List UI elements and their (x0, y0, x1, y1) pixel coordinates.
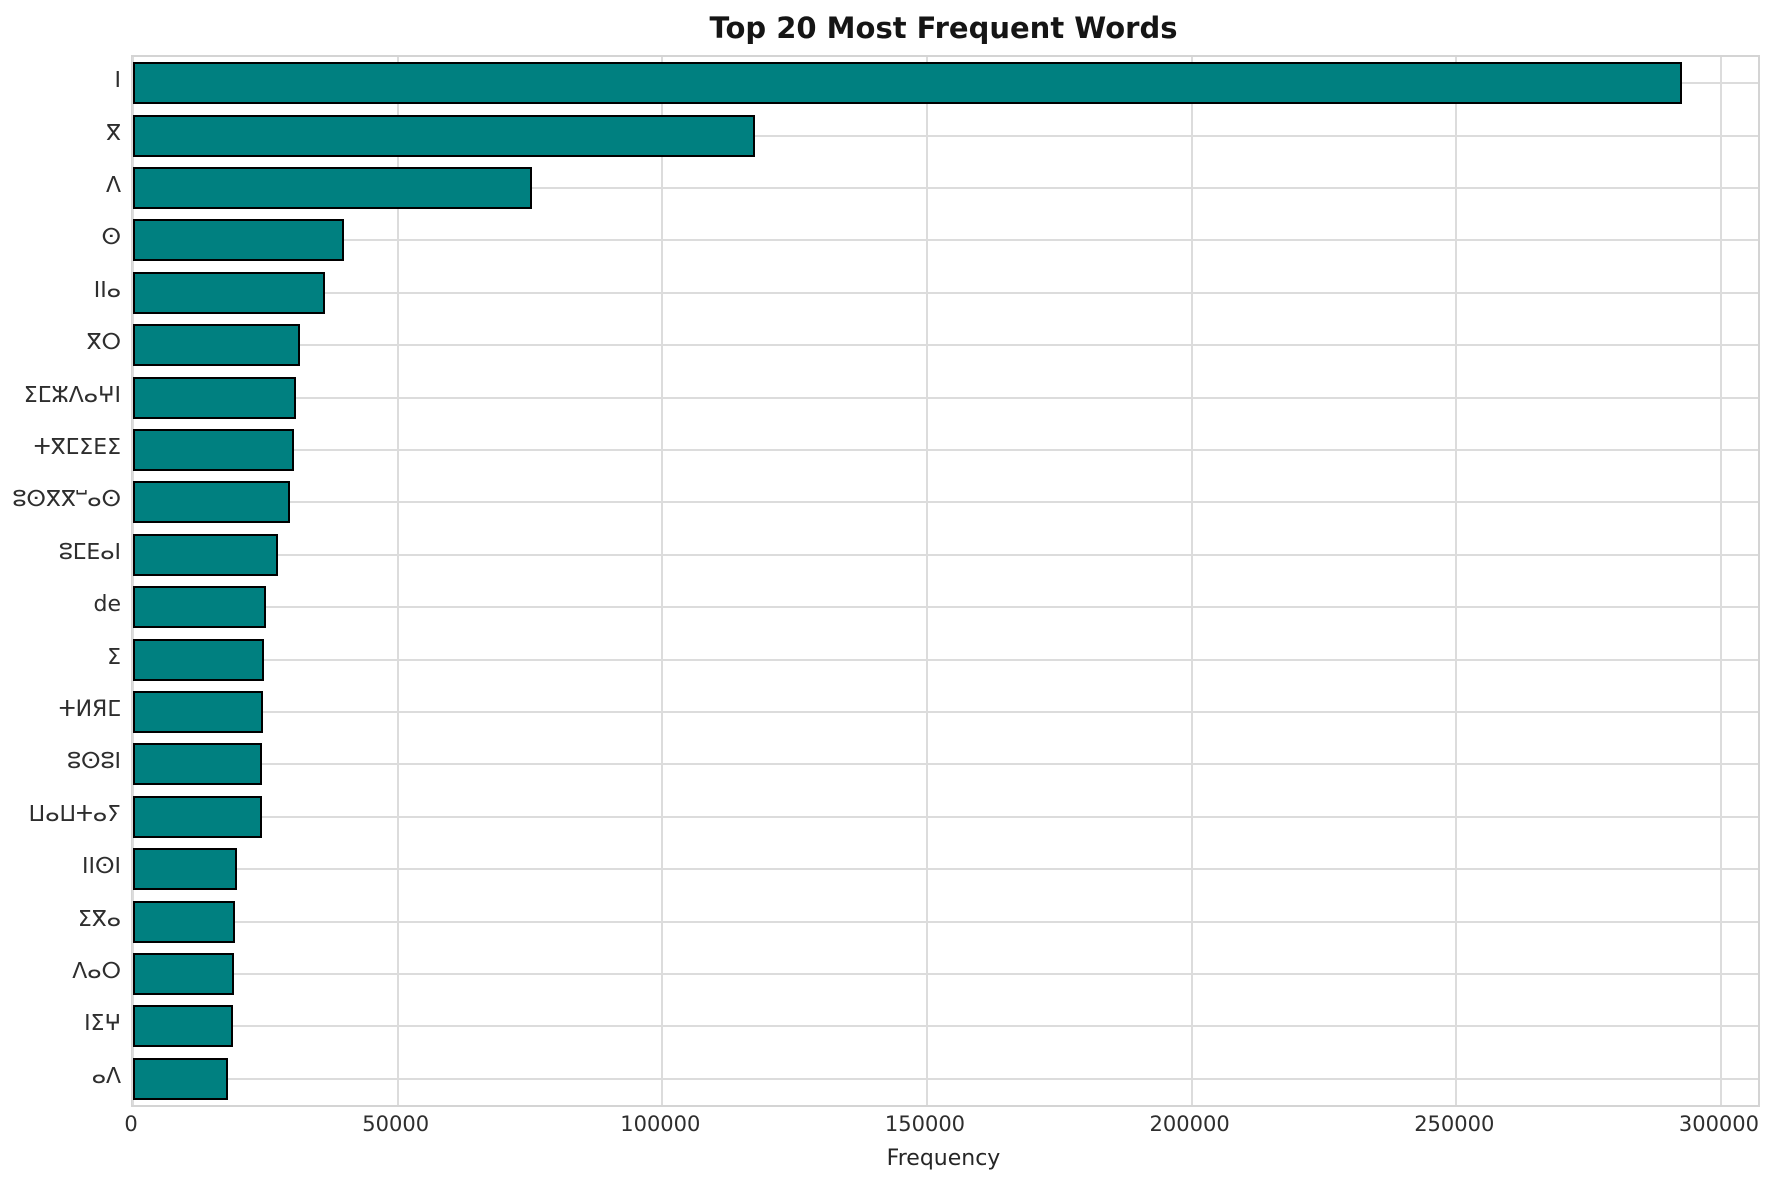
bar (133, 114, 755, 157)
x-tick-label: 100000 (620, 1112, 701, 1136)
plot-area (131, 55, 1760, 1107)
bar (133, 219, 344, 262)
horizontal-gridline (133, 711, 1758, 713)
bar (133, 481, 290, 524)
vertical-gridline (1190, 57, 1193, 1105)
vertical-gridline (132, 57, 134, 1105)
y-tick-label: ⵙ (101, 225, 121, 251)
x-tick-label: 250000 (1414, 1112, 1495, 1136)
x-tick-label: 0 (124, 1112, 138, 1136)
bar (133, 1005, 234, 1048)
y-tick-label: ⵏⵏⵙⵏ (82, 854, 121, 880)
y-tick-label: ⴷ (105, 173, 121, 198)
horizontal-gridline (133, 187, 1758, 189)
horizontal-gridline (133, 815, 1758, 818)
vertical-gridline (1719, 57, 1722, 1105)
horizontal-gridline (133, 501, 1758, 504)
vertical-gridline (661, 57, 664, 1105)
bar (133, 167, 532, 209)
bar (133, 848, 237, 891)
vertical-gridline (1455, 57, 1458, 1105)
y-tick-label: ⴷⴰⵔ (72, 959, 121, 984)
bar (133, 429, 294, 471)
bar (133, 638, 265, 681)
y-tick-label: ⴳⵔ (86, 330, 121, 356)
bar (133, 953, 234, 995)
bar (133, 62, 1682, 105)
bar (133, 691, 263, 733)
horizontal-gridline (133, 1025, 1758, 1028)
horizontal-gridline (133, 553, 1758, 556)
horizontal-gridline (133, 606, 1758, 609)
bar (133, 533, 279, 576)
y-tick-label: ⵓⵙⵓⵏ (67, 749, 121, 775)
y-tick-label: ⵓⵎⴹⴰⵏ (58, 539, 121, 565)
bar (133, 324, 300, 367)
horizontal-gridline (133, 658, 1758, 661)
y-tick-label: ⴳ (105, 120, 121, 146)
x-tick-label: 150000 (884, 1112, 966, 1136)
horizontal-gridline (133, 449, 1758, 451)
x-tick-label: 300000 (1678, 1112, 1760, 1136)
y-tick-label: ⴰⴷ (91, 1063, 121, 1089)
bar (133, 1057, 228, 1100)
horizontal-gridline (133, 763, 1758, 766)
bar (133, 271, 325, 314)
y-tick-label: ⵉ (107, 644, 121, 670)
horizontal-gridline (133, 868, 1758, 871)
y-tick-label: ⵜИЯⵎ (58, 697, 121, 722)
horizontal-gridline (133, 1077, 1758, 1080)
horizontal-gridline (133, 920, 1758, 923)
x-tick-label: 50000 (362, 1112, 430, 1136)
bar (133, 900, 236, 943)
y-tick-label: ⵏ (114, 68, 122, 94)
y-tick-label: ⵜⴳⵎⵉⴹⵉ (33, 435, 121, 460)
horizontal-gridline (133, 134, 1758, 137)
vertical-gridline (925, 57, 928, 1105)
vertical-gridline (396, 57, 399, 1105)
bar (133, 743, 263, 786)
x-tick-label: 200000 (1149, 1112, 1230, 1136)
y-tick-label: ⵏⵉⵖ (84, 1011, 121, 1037)
y-tick-label: ⵓⵙⴳⴳⵯⴰⵙ (12, 487, 121, 513)
bar (133, 795, 262, 838)
y-tick-label: ⵉⵎⵣⴷⴰⵖⵏ (23, 382, 121, 408)
horizontal-gridline (133, 291, 1758, 294)
chart-title: Top 20 Most Frequent Words (709, 11, 1178, 45)
bar (133, 586, 267, 629)
horizontal-gridline (133, 344, 1758, 347)
y-tick-label: ⵏⵏⴰ (93, 277, 121, 303)
x-axis-label: Frequency (886, 1146, 1001, 1171)
y-tick-label: ⵡⴰⵡⵜⴰⵢ (28, 801, 121, 827)
horizontal-gridline (133, 973, 1758, 975)
horizontal-gridline (133, 239, 1758, 242)
y-tick-label: ⵉⴳⴰ (77, 906, 121, 932)
y-tick-label: de (93, 592, 122, 618)
bar (133, 376, 297, 419)
horizontal-gridline (133, 396, 1758, 399)
